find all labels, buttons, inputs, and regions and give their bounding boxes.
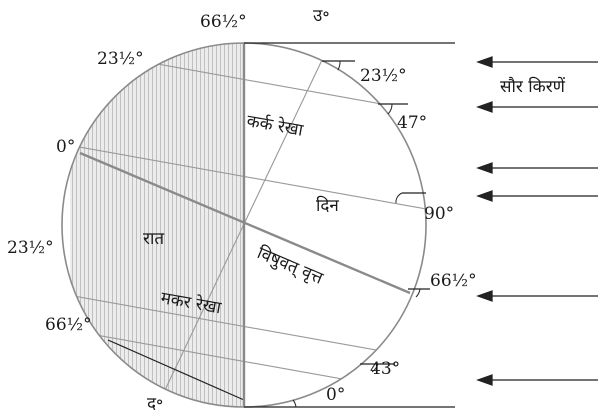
- label-day: दिन: [316, 195, 339, 216]
- label-south: द॰: [147, 394, 163, 414]
- label-sun-rays: सौर किरणें: [500, 76, 566, 97]
- label-bottom-0: 0°: [326, 385, 345, 405]
- label-equator: विषुवत् वृत्त: [254, 242, 326, 289]
- label-left-23-top: 23½°: [97, 49, 144, 69]
- label-right-90: 90°: [424, 204, 454, 224]
- polar-line: [107, 339, 245, 401]
- label-right-47: 47°: [397, 113, 427, 133]
- label-right-66: 66½°: [430, 271, 477, 291]
- label-left-66-bottom: 66½°: [45, 315, 92, 335]
- label-left-0: 0°: [56, 137, 75, 157]
- label-top-angle: 66½°: [200, 12, 247, 32]
- label-night: रात: [143, 229, 164, 249]
- label-bottom-43: 43°: [370, 359, 400, 379]
- label-north: उ॰: [313, 6, 330, 26]
- angle-arcs: [292, 60, 421, 408]
- label-right-23: 23½°: [360, 66, 407, 86]
- sun-ray-arrows: [476, 56, 598, 386]
- label-left-23-bottom: 23½°: [7, 238, 54, 258]
- line-tropic-cancer: [62, 139, 426, 216]
